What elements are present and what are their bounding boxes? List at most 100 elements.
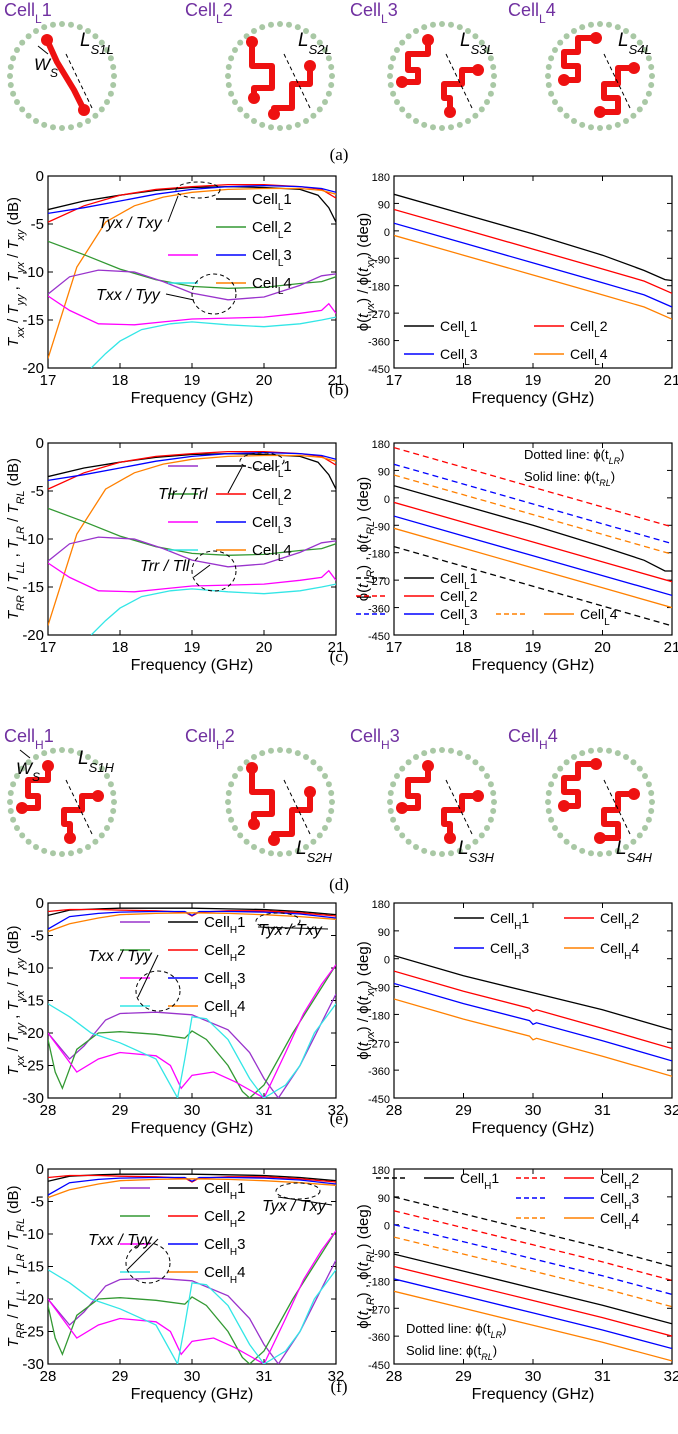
legend-entry: CellH4 — [516, 1210, 639, 1232]
x-axis-label: Frequency (GHz) — [131, 1120, 254, 1137]
label-subscript: xy — [365, 256, 377, 268]
strip-width-main: W — [16, 759, 34, 778]
legend-label-base: Cell — [204, 998, 230, 1015]
ring-dot — [571, 844, 577, 850]
y-axis-label-group: TRR / TLL , TLR / TRL (dB) — [5, 1186, 27, 1348]
strip-end-pad — [248, 92, 260, 104]
series-line-blue — [394, 222, 672, 308]
series-line-blue — [394, 515, 672, 597]
ring-dot — [563, 33, 570, 40]
strip-end-pad — [628, 788, 640, 800]
ring-dot — [405, 33, 412, 40]
annotation-label: Txx / Tyy — [88, 1232, 153, 1249]
x-tick-label: 19 — [525, 372, 542, 389]
ring-dot — [563, 112, 570, 119]
strip-length-main: L — [458, 838, 469, 859]
label-subscript: LR — [15, 1253, 27, 1267]
note-suffix: ) — [493, 1343, 497, 1358]
series-line-black — [394, 193, 672, 282]
ring-dot — [14, 47, 20, 53]
label-subscript: LR — [365, 570, 377, 584]
ring-dot — [322, 773, 328, 779]
label-subscript: RL — [365, 521, 377, 535]
y-axis-label: TRR / TLL , TLR / TRL (dB) — [5, 1186, 27, 1348]
legend-label-num: 2 — [631, 910, 639, 926]
ring-dot — [472, 112, 479, 119]
ring-dot — [545, 799, 551, 805]
ring-dot — [41, 121, 48, 128]
x-tick-label: 32 — [664, 1368, 678, 1385]
unit-cell-high-3: CellH3 LS3H — [350, 726, 497, 865]
ring-dot — [490, 82, 497, 88]
legend-label-num: 3 — [283, 247, 291, 264]
legend-label: CellL1 — [440, 318, 478, 340]
cell-name-base: Cell — [350, 726, 381, 746]
ring-dot — [421, 121, 428, 128]
strip-length-label: LS4H — [616, 838, 652, 865]
series-line-blue — [394, 1278, 672, 1350]
x-tick-label: 20 — [594, 639, 611, 656]
strip-end-pad — [422, 760, 434, 772]
y-axis-label: ϕ(tyx) / ϕ(txy) (deg) — [355, 213, 377, 331]
y-tick-label: 0 — [384, 1221, 390, 1233]
y-tick-label: -180 — [368, 1276, 390, 1288]
cell-name-base: Cell — [4, 726, 35, 746]
ring-dot — [606, 21, 612, 28]
cell-name-num: 2 — [223, 0, 233, 20]
legend-label: CellL2 — [252, 219, 292, 241]
ring-dot — [642, 773, 648, 779]
strip-length-label: LS3H — [458, 838, 494, 865]
legend-label-sub: H — [230, 981, 237, 992]
note-prefix: Solid line: ϕ(t — [406, 1343, 482, 1358]
legend-label: CellH1 — [204, 1180, 245, 1202]
label-part: ϕ( — [355, 318, 372, 331]
label-subscript: yx — [365, 302, 377, 314]
x-tick-label: 28 — [40, 1368, 57, 1385]
series-line-orange — [48, 1178, 336, 1199]
legend-label-sub: H — [230, 1275, 237, 1286]
legend-label-base: Cell — [204, 942, 230, 959]
strip-end-pad — [78, 104, 90, 116]
x-tick-label: 18 — [112, 372, 129, 389]
ring-dot — [76, 24, 83, 31]
chart-e-right: 28 29 30 31 32180900-90-180-270-360-450Frequ… — [355, 899, 678, 1137]
strip-width-label: WS — [34, 55, 58, 80]
legend-label-sub: L — [278, 525, 284, 536]
ring-dot — [33, 844, 39, 850]
strip-width-main: W — [34, 55, 52, 74]
legend-label: CellL3 — [252, 514, 292, 536]
cell-name-base: Cell — [185, 726, 216, 746]
ring-dot — [430, 747, 436, 754]
note-suffix: ) — [611, 469, 615, 484]
legend-label-base: Cell — [252, 458, 278, 475]
plot-frame — [393, 175, 673, 369]
ring-dot — [387, 73, 393, 79]
ring-dot — [325, 55, 332, 62]
strip-length-main: L — [616, 838, 627, 859]
legend-label-num: 2 — [600, 318, 608, 334]
legend-label-num: 3 — [470, 346, 478, 362]
ring-dot — [413, 844, 419, 850]
legend-label-num: 2 — [283, 486, 291, 503]
y-axis-label: ϕ(tyx) / ϕ(txy) (deg) — [355, 941, 377, 1059]
ring-dot — [484, 47, 490, 53]
x-tick-label: 20 — [256, 639, 273, 656]
legend-label: CellH2 — [600, 910, 639, 932]
y-axis-label-group: ϕ(tyx) / ϕ(txy) (deg) — [355, 941, 377, 1059]
label-subscript: yy — [15, 1022, 27, 1034]
ring-dot — [228, 816, 235, 823]
ring-dot — [41, 750, 48, 757]
ring-dot — [645, 816, 652, 823]
ring-dot — [107, 55, 114, 62]
y-tick-label: -25 — [22, 1058, 44, 1075]
ring-dot — [268, 124, 274, 131]
label-subscript: xy — [365, 985, 377, 997]
ring-dot — [25, 838, 32, 845]
ring-dot — [557, 39, 564, 46]
ring-dot — [478, 106, 485, 113]
metal-strip — [597, 791, 637, 841]
label-part: T — [5, 336, 22, 347]
cell-name-sub: H — [381, 738, 390, 752]
ring-dot — [303, 28, 309, 34]
ring-dot — [277, 851, 283, 857]
